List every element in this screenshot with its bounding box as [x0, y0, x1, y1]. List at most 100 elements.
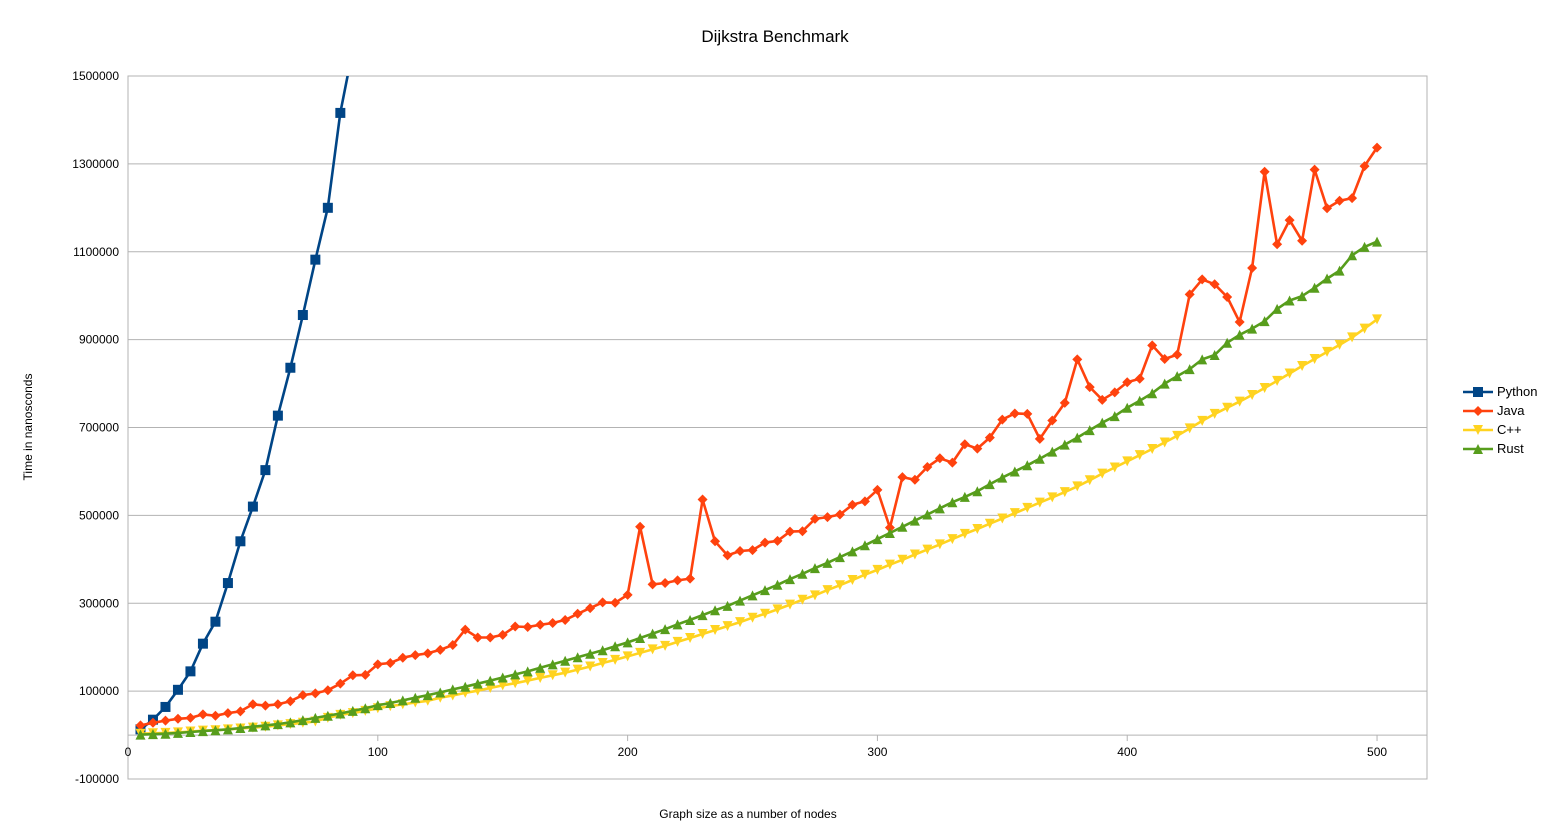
y-axis-label: Time in nanosconds — [21, 374, 35, 481]
data-point-java — [1259, 166, 1270, 177]
data-point-java — [210, 710, 221, 721]
data-point-java — [1372, 142, 1383, 153]
data-point-java — [485, 632, 496, 643]
data-point-rust — [1297, 291, 1308, 302]
series-python — [135, 76, 349, 735]
data-point-c — [922, 544, 933, 555]
data-point-rust — [185, 726, 196, 737]
legend-item-java: Java — [1463, 403, 1525, 418]
data-point-rust — [847, 546, 858, 557]
x-axis-ticks: 0 100 200 300 400 500 — [125, 735, 1387, 759]
data-point-c — [1159, 437, 1170, 448]
data-point-rust — [222, 724, 233, 735]
data-point-java — [1172, 349, 1183, 360]
data-point-java — [435, 644, 446, 655]
data-point-java — [1109, 387, 1120, 398]
data-point-rust — [710, 605, 721, 616]
data-point-java — [1147, 340, 1158, 351]
data-point-java — [1359, 161, 1370, 172]
data-point-java — [710, 536, 721, 547]
data-point-java — [1209, 279, 1220, 290]
data-point-c — [672, 636, 683, 647]
data-point-java — [1009, 408, 1020, 419]
data-point-rust — [297, 715, 308, 726]
data-point-java — [1247, 263, 1258, 274]
data-point-rust — [1334, 265, 1345, 276]
data-point-rust — [422, 690, 433, 701]
data-point-rust — [1284, 295, 1295, 306]
data-point-java — [322, 685, 333, 696]
data-point-java — [1222, 292, 1233, 303]
data-point-rust — [360, 703, 371, 714]
data-point-c — [1034, 497, 1045, 508]
data-point-rust — [1347, 250, 1358, 261]
data-point-rust — [210, 725, 221, 736]
data-point-rust — [547, 659, 558, 670]
data-point-java — [735, 545, 746, 556]
data-point-rust — [660, 624, 671, 635]
legend-marker-c — [1473, 425, 1483, 435]
data-point-c — [947, 534, 958, 545]
data-point-rust — [822, 557, 833, 568]
grid-lines — [128, 75, 1427, 780]
data-point-java — [1334, 195, 1345, 206]
data-point-java — [1159, 353, 1170, 364]
data-point-c — [1122, 456, 1133, 467]
data-point-rust — [372, 700, 383, 711]
x-tick-label: 200 — [618, 745, 638, 759]
data-point-c — [1022, 502, 1033, 513]
data-point-rust — [859, 540, 870, 551]
data-point-c — [760, 608, 771, 619]
data-point-java — [660, 578, 671, 589]
data-point-c — [772, 604, 783, 615]
data-point-rust — [160, 728, 171, 739]
y-tick-label: 300000 — [79, 596, 119, 610]
data-point-java — [410, 650, 421, 661]
data-point-python — [322, 202, 333, 213]
data-point-java — [597, 597, 608, 608]
x-axis-label: Graph size as a number of nodes — [659, 807, 836, 821]
data-point-rust — [672, 619, 683, 630]
data-point-java — [760, 537, 771, 548]
data-point-rust — [1097, 417, 1108, 428]
legend-marker-rust — [1473, 444, 1483, 454]
data-point-java — [472, 632, 483, 643]
data-point-c — [872, 564, 883, 575]
data-point-java — [722, 550, 733, 561]
data-point-java — [172, 713, 183, 724]
data-point-c — [884, 559, 895, 570]
data-point-rust — [535, 662, 546, 673]
data-point-java — [560, 614, 571, 625]
data-point-c — [797, 594, 808, 605]
data-point-python — [310, 254, 321, 265]
data-point-java — [1072, 354, 1083, 365]
data-point-java — [1184, 289, 1195, 300]
data-point-java — [1034, 433, 1045, 444]
data-point-rust — [909, 515, 920, 526]
data-point-c — [1334, 339, 1345, 350]
series-rust — [135, 236, 1383, 740]
data-point-c — [997, 513, 1008, 524]
series-line-c — [140, 318, 1378, 735]
data-point-java — [747, 545, 758, 556]
data-point-c — [1234, 396, 1245, 407]
data-point-java — [622, 589, 633, 600]
data-point-java — [972, 443, 983, 454]
data-point-c — [1134, 450, 1145, 461]
data-point-c — [1372, 314, 1383, 325]
data-point-java — [884, 522, 895, 533]
data-point-java — [1134, 373, 1145, 384]
data-point-c — [1197, 415, 1208, 426]
data-point-java — [160, 715, 171, 726]
data-point-c — [697, 629, 708, 640]
data-point-c — [535, 672, 546, 683]
data-point-rust — [722, 600, 733, 611]
y-tick-label: 900000 — [79, 333, 119, 347]
y-tick-label: 1500000 — [72, 69, 119, 83]
data-point-python — [210, 616, 221, 627]
data-point-rust — [510, 669, 521, 680]
legend-marker-java — [1473, 406, 1483, 416]
data-point-java — [1322, 203, 1333, 214]
data-point-c — [585, 661, 596, 672]
